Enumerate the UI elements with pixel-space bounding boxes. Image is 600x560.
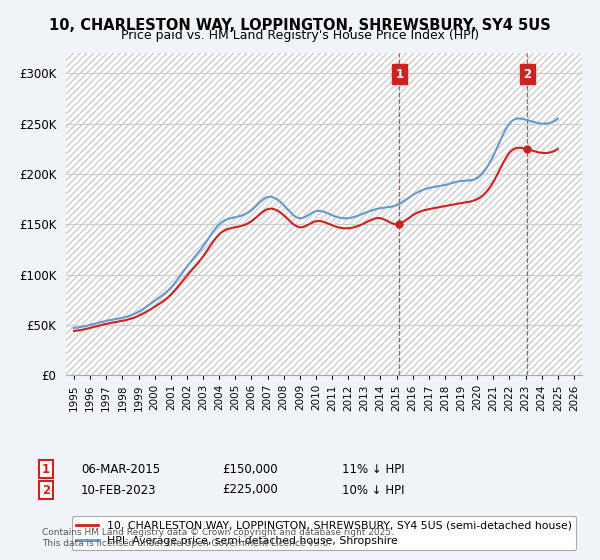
- Text: 1: 1: [42, 463, 50, 476]
- Text: 2: 2: [523, 68, 532, 81]
- Text: Price paid vs. HM Land Registry's House Price Index (HPI): Price paid vs. HM Land Registry's House …: [121, 29, 479, 42]
- Text: 2: 2: [42, 483, 50, 497]
- Text: £225,000: £225,000: [222, 483, 278, 497]
- Text: 1: 1: [395, 68, 403, 81]
- Text: 10% ↓ HPI: 10% ↓ HPI: [342, 483, 404, 497]
- Text: £150,000: £150,000: [222, 463, 278, 476]
- Text: 10-FEB-2023: 10-FEB-2023: [81, 483, 157, 497]
- Text: 06-MAR-2015: 06-MAR-2015: [81, 463, 160, 476]
- Text: Contains HM Land Registry data © Crown copyright and database right 2025.
This d: Contains HM Land Registry data © Crown c…: [42, 528, 394, 548]
- Text: 10, CHARLESTON WAY, LOPPINGTON, SHREWSBURY, SY4 5US: 10, CHARLESTON WAY, LOPPINGTON, SHREWSBU…: [49, 18, 551, 33]
- Legend: 10, CHARLESTON WAY, LOPPINGTON, SHREWSBURY, SY4 5US (semi-detached house), HPI: : 10, CHARLESTON WAY, LOPPINGTON, SHREWSBU…: [72, 516, 576, 550]
- Text: 11% ↓ HPI: 11% ↓ HPI: [342, 463, 404, 476]
